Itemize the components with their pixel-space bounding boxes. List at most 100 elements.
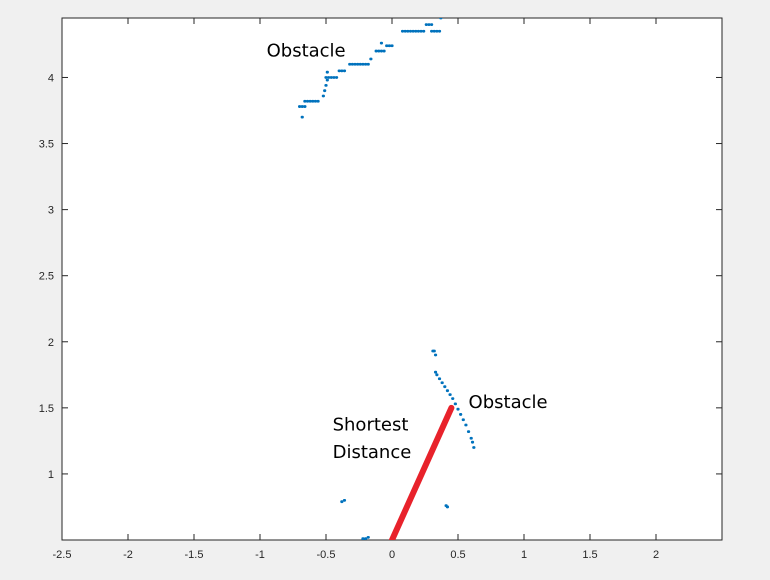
scatter-point (300, 115, 304, 119)
scatter-point (432, 29, 436, 33)
scatter-point (324, 83, 328, 87)
scatter-point (419, 29, 423, 33)
scatter-point (435, 373, 439, 377)
scatter-point (298, 105, 302, 108)
scatter-point (358, 62, 362, 66)
scatter-point (377, 49, 381, 53)
scatter-point (342, 69, 347, 73)
scatter-point (459, 413, 463, 416)
x-tick-label: 1 (521, 549, 527, 561)
scatter-point (435, 29, 439, 33)
scatter-point (316, 99, 320, 103)
scatter-point (369, 57, 373, 61)
scatter-point (364, 62, 368, 66)
scatter-point (466, 430, 471, 434)
scatter-point (414, 29, 418, 33)
annotation-label: Shortest (333, 414, 409, 435)
plot-area (61, 17, 723, 541)
x-tick-label: -1 (255, 549, 265, 561)
scatter-point (313, 99, 318, 103)
scatter-point (379, 41, 384, 45)
scatter-point (387, 44, 391, 48)
scatter-point (382, 49, 386, 53)
scatter-point (321, 94, 325, 98)
scatter-point (356, 62, 360, 66)
scatter-point (453, 402, 457, 406)
scatter-point (325, 78, 329, 82)
scatter-point (364, 537, 368, 540)
scatter-point (361, 537, 365, 540)
scatter-point (300, 105, 304, 108)
scatter-point (469, 436, 473, 440)
scatter-point (337, 69, 341, 73)
scatter-point (448, 393, 452, 397)
scatter-point (361, 62, 365, 66)
y-tick-label: 1.5 (39, 403, 54, 415)
scatter-point (311, 99, 315, 103)
scatter-point (430, 23, 434, 27)
scatter-point (334, 76, 339, 79)
scatter-point (385, 44, 389, 48)
scatter-point (445, 505, 450, 509)
scatter-point (461, 418, 465, 422)
scatter-point (374, 49, 378, 53)
scatter-points (298, 18, 476, 540)
scatter-point (303, 99, 307, 103)
scatter-point (437, 377, 442, 381)
scatter-point (411, 29, 415, 33)
y-tick-label: 1 (48, 469, 54, 481)
scatter-point (329, 76, 333, 79)
scatter-point (439, 18, 443, 20)
y-tick-label: 3 (48, 205, 54, 217)
scatter-point (433, 370, 438, 374)
scatter-point (472, 446, 476, 449)
scatter-point (308, 99, 312, 103)
annotation-label: Obstacle (267, 40, 346, 61)
scatter-point (342, 498, 347, 502)
scatter-point (406, 29, 410, 33)
annotation-label: Obstacle (469, 392, 548, 413)
scatter-point (350, 62, 354, 66)
scatter-point (408, 29, 413, 33)
axis-tick-labels: -2.5 -2 -1.5 -1 -0.5 0 0.5 1 1.5 2 1 1.5 2 2.5 3 3.5 4 (39, 72, 659, 561)
scatter-point (379, 49, 384, 53)
annotations: Obstacle Obstacle Shortest Distance (267, 40, 548, 463)
scatter-point (440, 381, 444, 385)
x-tick-label: 2 (653, 549, 659, 561)
scatter-point (445, 389, 450, 393)
y-tick-label: 3.5 (39, 139, 54, 151)
scatter-point (451, 397, 455, 400)
scatter-point (327, 76, 331, 79)
scatter-point (424, 23, 428, 27)
scatter-point (324, 76, 328, 79)
scatter-point (427, 23, 431, 27)
scatter-point (437, 29, 442, 33)
y-tick-label: 4 (48, 72, 54, 84)
x-tick-label: -2 (123, 549, 133, 561)
y-tick-label: 2.5 (39, 271, 54, 283)
scatter-point (353, 62, 357, 66)
scatter-point (432, 349, 436, 353)
plot-content (298, 18, 476, 540)
scatter-point (366, 535, 370, 539)
scatter-point (403, 29, 407, 33)
scatter-point (366, 62, 370, 66)
x-tick-label: 0.5 (450, 549, 465, 561)
scatter-point (303, 105, 307, 108)
scatter-point (433, 353, 438, 357)
annotation-label: Distance (333, 442, 412, 463)
scatter-point (348, 62, 352, 66)
scatter-point (325, 70, 329, 74)
y-tick-label: 2 (48, 337, 54, 349)
scatter-point (390, 44, 394, 48)
scatter-point (430, 29, 434, 33)
shortest-distance-segment (389, 404, 455, 540)
scatter-point (443, 385, 447, 389)
scatter-point (400, 29, 405, 33)
shortest-distance-line (389, 404, 455, 540)
x-tick-label: 0 (389, 549, 395, 561)
x-tick-label: -1.5 (185, 549, 204, 561)
scatter-point (340, 500, 344, 504)
x-tick-label: -2.5 (53, 549, 72, 561)
scatter-point (305, 99, 310, 103)
